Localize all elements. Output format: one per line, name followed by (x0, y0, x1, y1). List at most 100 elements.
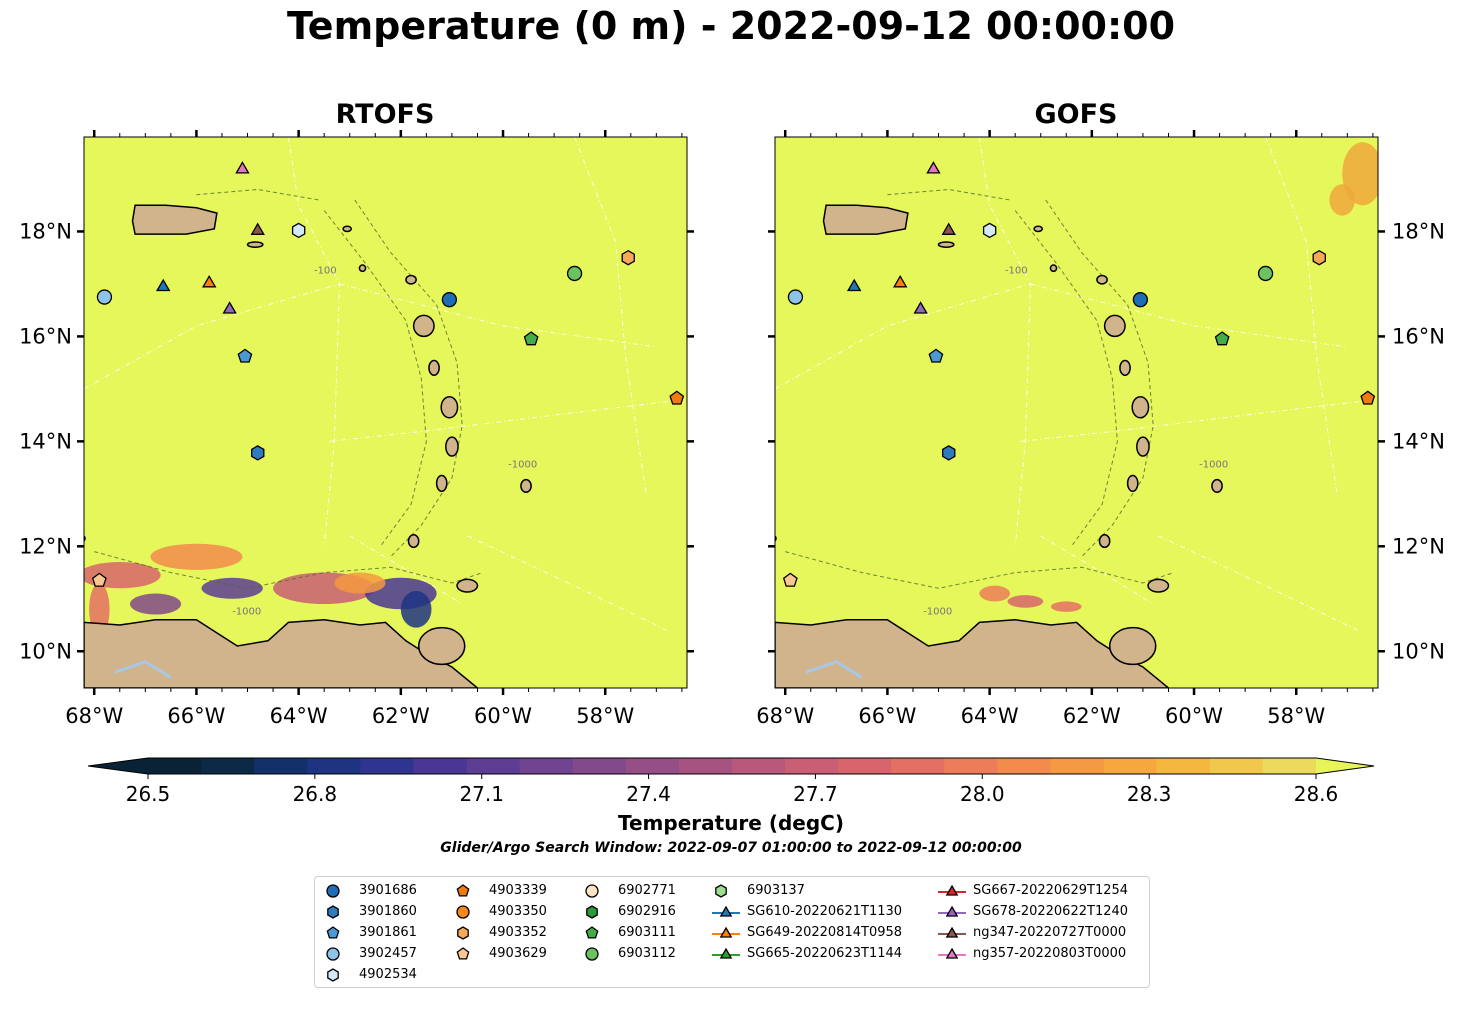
legend-marker (712, 947, 740, 959)
legend-marker (712, 926, 740, 938)
marker-4903629 (782, 572, 798, 587)
map-frame-rtofs (83, 136, 688, 689)
marker-ng347-20220727T0000 (941, 222, 956, 235)
temperature-patch (1329, 184, 1356, 216)
contour-label: -1000 (508, 460, 537, 471)
panel-title-rtofs: RTOFS (335, 99, 435, 130)
legend-label: 6902771 (618, 883, 676, 898)
land-island (456, 578, 479, 593)
legend-symbol (719, 905, 733, 917)
bathymetry-contour (323, 210, 427, 547)
colorbar-tick-label: 26.8 (293, 782, 338, 806)
legend-marker (715, 884, 727, 898)
land-island (445, 436, 459, 457)
temperature-patch (150, 543, 243, 570)
land-island (405, 274, 417, 285)
colorbar-swatch (466, 758, 521, 774)
lon-tick-label: 60°W (1165, 704, 1223, 728)
land-island (732, 533, 747, 543)
land-puerto-rico (131, 204, 218, 235)
lon-tick-label: 66°W (167, 704, 225, 728)
legend-symbol (945, 926, 959, 938)
colorbar-swatch (785, 758, 839, 774)
temperature-patch (334, 572, 386, 594)
lon-tick-label: 64°W (961, 704, 1019, 728)
boundary-line (329, 398, 687, 442)
legend-marker (938, 884, 966, 896)
boundary-line (349, 535, 463, 605)
marker-4902534 (982, 222, 997, 239)
marker-3901686 (1132, 292, 1149, 308)
bathymetry-contour (1045, 199, 1154, 558)
lon-tick-label: 60°W (474, 704, 532, 728)
lon-tick-label: 66°W (858, 704, 916, 728)
colorbar-tick-label: 26.5 (126, 782, 171, 806)
legend-label: SG610-20220621T1130 (747, 904, 903, 919)
legend-symbol (456, 884, 470, 897)
legend-label: 4903350 (489, 904, 547, 919)
lat-tick-label: 12°N (19, 534, 72, 558)
boundary-line (84, 283, 340, 390)
colorbar-swatch (1209, 758, 1264, 774)
colorbar-swatch (254, 758, 308, 774)
legend-symbol (586, 905, 598, 919)
land-island (440, 396, 459, 419)
marker-SG610-20220621T1130 (155, 278, 171, 292)
land-island (1096, 274, 1108, 285)
colorbar-tick-label: 27.7 (793, 782, 838, 806)
legend-label: SG665-20220623T1144 (747, 946, 903, 961)
colorbar-swatch (148, 758, 202, 774)
temperature-patch (1007, 595, 1044, 608)
colorbar-swatch (1156, 758, 1211, 774)
legend-marker (326, 926, 340, 939)
legend-label: SG678-20220622T1240 (973, 904, 1129, 919)
legend-marker (457, 926, 469, 940)
river (805, 660, 863, 679)
legend-symbol (585, 926, 599, 939)
land-island (775, 535, 777, 542)
lat-tick-label: 16°N (19, 324, 72, 348)
marker-6903111 (1214, 331, 1230, 346)
marker-SG678-20220622T1240 (222, 301, 237, 314)
marker-3901860 (942, 445, 956, 461)
land-venezuela (84, 619, 479, 688)
legend-symbol (457, 926, 469, 940)
colorbar-swatch (1103, 758, 1158, 774)
marker-4903339 (669, 390, 685, 405)
legend-marker (586, 905, 598, 919)
legend-symbol (945, 905, 959, 917)
boundary-line (1020, 398, 1378, 442)
lat-tick-label: 10°N (1392, 639, 1445, 663)
land-island (1131, 396, 1150, 419)
land-island (1147, 578, 1170, 593)
boundary-line (467, 535, 667, 631)
legend-marker (712, 905, 740, 917)
colorbar-swatch (944, 758, 999, 774)
boundary-line (1158, 535, 1358, 631)
contour-label: -1000 (1199, 460, 1228, 471)
temperature-patch (129, 593, 182, 615)
figure-title: Temperature (0 m) - 2022-09-12 00:00:00 (286, 4, 1176, 48)
legend-marker (327, 905, 339, 919)
marker-4903339 (1360, 390, 1376, 405)
land-island (1126, 474, 1139, 492)
marker-4902534 (291, 222, 306, 239)
legend-symbol (585, 947, 599, 961)
contour-label: -1000 (923, 607, 952, 618)
bathymetry-contour (1014, 210, 1118, 547)
boundary-line (1030, 283, 1348, 348)
legend-symbol (719, 926, 733, 938)
marker-SG649-20220814T0958 (201, 275, 217, 288)
legend-symbol (945, 947, 959, 959)
colorbar-swatch (519, 758, 574, 774)
land-island (407, 534, 420, 549)
legend-symbol (326, 926, 340, 939)
legend-marker (456, 884, 470, 897)
colorbar-swatch (201, 758, 255, 774)
lon-tick-label: 58°W (1267, 704, 1325, 728)
colorbar-tick-label: 27.1 (459, 782, 504, 806)
legend-symbol (327, 968, 339, 982)
land-island (38, 521, 48, 529)
land-island (246, 241, 264, 248)
legend-label: ng347-20220727T0000 (973, 925, 1127, 940)
